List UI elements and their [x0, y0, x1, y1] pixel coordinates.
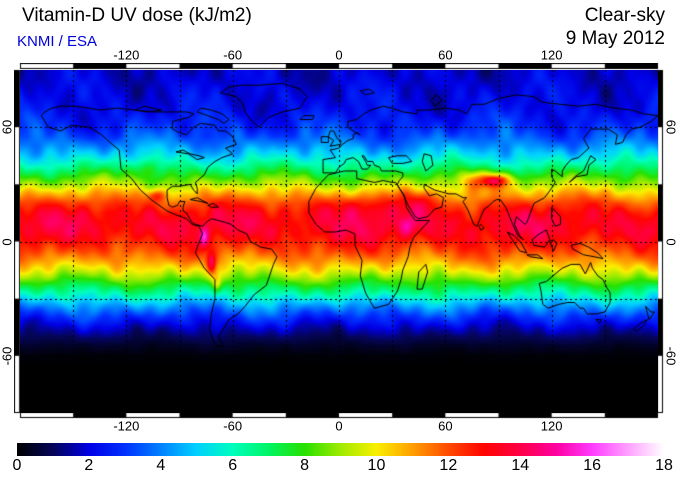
colorbar-tick-label: 6 [228, 457, 238, 474]
lon-tick-label-top: 120 [540, 47, 563, 63]
lon-tick-label-top: 60 [438, 47, 453, 63]
lat-tick-label-left: 60 [0, 119, 15, 135]
lon-tick-label-bottom: 0 [335, 418, 343, 434]
sky-condition-label: Clear-sky [584, 5, 665, 26]
source-credit: KNMI / ESA [17, 33, 98, 50]
page-title: Vitamin-D UV dose (kJ/m2) [22, 5, 252, 26]
colorbar-gradient [17, 443, 664, 456]
world-uv-heatmap [20, 70, 658, 413]
lon-tick-label-top: 0 [335, 47, 343, 63]
lon-tick-label-top: -60 [223, 47, 243, 63]
lon-tick-label-bottom: 60 [438, 418, 453, 434]
condition-date-block: Clear-sky 9 May 2012 [566, 4, 665, 50]
colorbar-tick-label: 0 [12, 457, 22, 474]
lon-tick-label-bottom: 120 [540, 418, 563, 434]
date-label: 9 May 2012 [565, 28, 665, 49]
lat-tick-label-left: -60 [0, 346, 15, 366]
colorbar-tick-label: 2 [84, 457, 94, 474]
colorbar-tick-label: 16 [583, 457, 602, 474]
lat-tick-label-right: 0 [663, 237, 678, 246]
colorbar-tick-label: 4 [156, 457, 166, 474]
colorbar-tick-label: 8 [300, 457, 309, 474]
lat-tick-label-right: 60 [663, 119, 678, 135]
lat-tick-label-right: -60 [663, 346, 678, 366]
colorbar-tick-label: 10 [367, 457, 386, 474]
lon-tick-label-top: -120 [113, 47, 140, 63]
lat-tick-label-left: 0 [0, 237, 15, 246]
colorbar-tick-label: 12 [439, 457, 458, 474]
lon-tick-label-bottom: -120 [113, 418, 140, 434]
lon-tick-label-bottom: -60 [223, 418, 243, 434]
colorbar-tick-label: 18 [655, 457, 673, 474]
colorbar-tick-label: 14 [511, 457, 530, 474]
